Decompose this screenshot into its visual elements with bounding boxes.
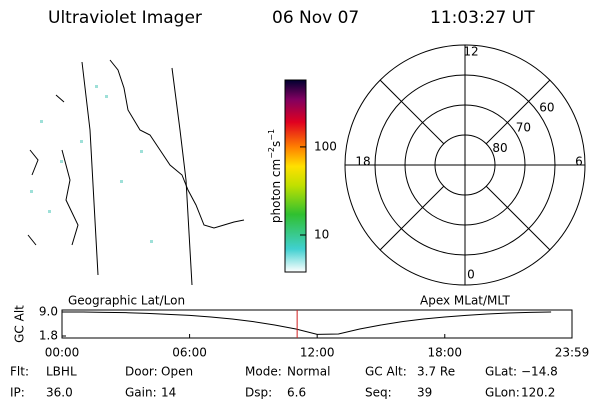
polar-diagonal xyxy=(485,79,551,145)
status-value: 14 xyxy=(161,386,176,400)
status-value: −14.8 xyxy=(521,365,558,379)
status-value: 39 xyxy=(417,386,432,400)
lat-label: 80 xyxy=(492,141,507,155)
status-value: Normal xyxy=(287,365,330,379)
status-value: 36.0 xyxy=(46,386,73,400)
colorbar-label: photon cm−2s−1 xyxy=(267,129,283,223)
status-label: Flt: xyxy=(10,365,29,379)
timeline-right-label: Apex MLat/MLT xyxy=(420,294,510,308)
x-tick-label: 12:00 xyxy=(300,346,335,360)
status-label: GC Alt: xyxy=(365,365,407,379)
lat-label: 60 xyxy=(539,100,554,114)
status-label: Seq: xyxy=(365,386,392,400)
colorbar-tick-label: 100 xyxy=(314,139,337,153)
y-tick-label: 1.8 xyxy=(39,329,58,343)
status-value: LBHL xyxy=(46,365,77,379)
mlt-label: 18 xyxy=(355,155,370,169)
polar-diagonal xyxy=(485,185,551,251)
title: Ultraviolet Imager xyxy=(48,8,202,28)
mlt-label: 12 xyxy=(463,45,478,59)
mlt-label: 6 xyxy=(575,155,583,169)
status-value: 6.6 xyxy=(287,386,306,400)
timeline-ylabel: GC Alt xyxy=(13,305,27,343)
status-value: Open xyxy=(161,365,193,379)
geo-image xyxy=(27,59,245,286)
altitude-curve xyxy=(62,311,552,335)
mlt-label: 0 xyxy=(467,268,475,282)
colorbar-tick-label: 10 xyxy=(314,227,329,241)
status-label: GLat: xyxy=(485,365,517,379)
polar-diagonal xyxy=(379,185,445,251)
polar-diagonal xyxy=(379,79,445,145)
y-tick-label: 9.0 xyxy=(39,305,58,319)
status-label: Mode: xyxy=(245,365,282,379)
date: 06 Nov 07 xyxy=(272,8,359,28)
x-tick-label: 00:00 xyxy=(45,346,80,360)
status-value: 3.7 Re xyxy=(417,365,455,379)
status-value: 120.2 xyxy=(521,386,555,400)
status-label: Door: xyxy=(125,365,158,379)
status-label: Gain: xyxy=(125,386,157,400)
timeline-left-label: Geographic Lat/Lon xyxy=(68,294,185,308)
x-tick-label: 18:00 xyxy=(427,346,462,360)
status-label: GLon: xyxy=(485,386,520,400)
time: 11:03:27 UT xyxy=(430,8,535,28)
status-label: IP: xyxy=(10,386,25,400)
colorbar xyxy=(284,79,307,273)
x-tick-label: 23:59 xyxy=(555,346,590,360)
x-tick-label: 06:00 xyxy=(172,346,207,360)
lat-label: 70 xyxy=(516,121,531,135)
status-label: Dsp: xyxy=(245,386,272,400)
